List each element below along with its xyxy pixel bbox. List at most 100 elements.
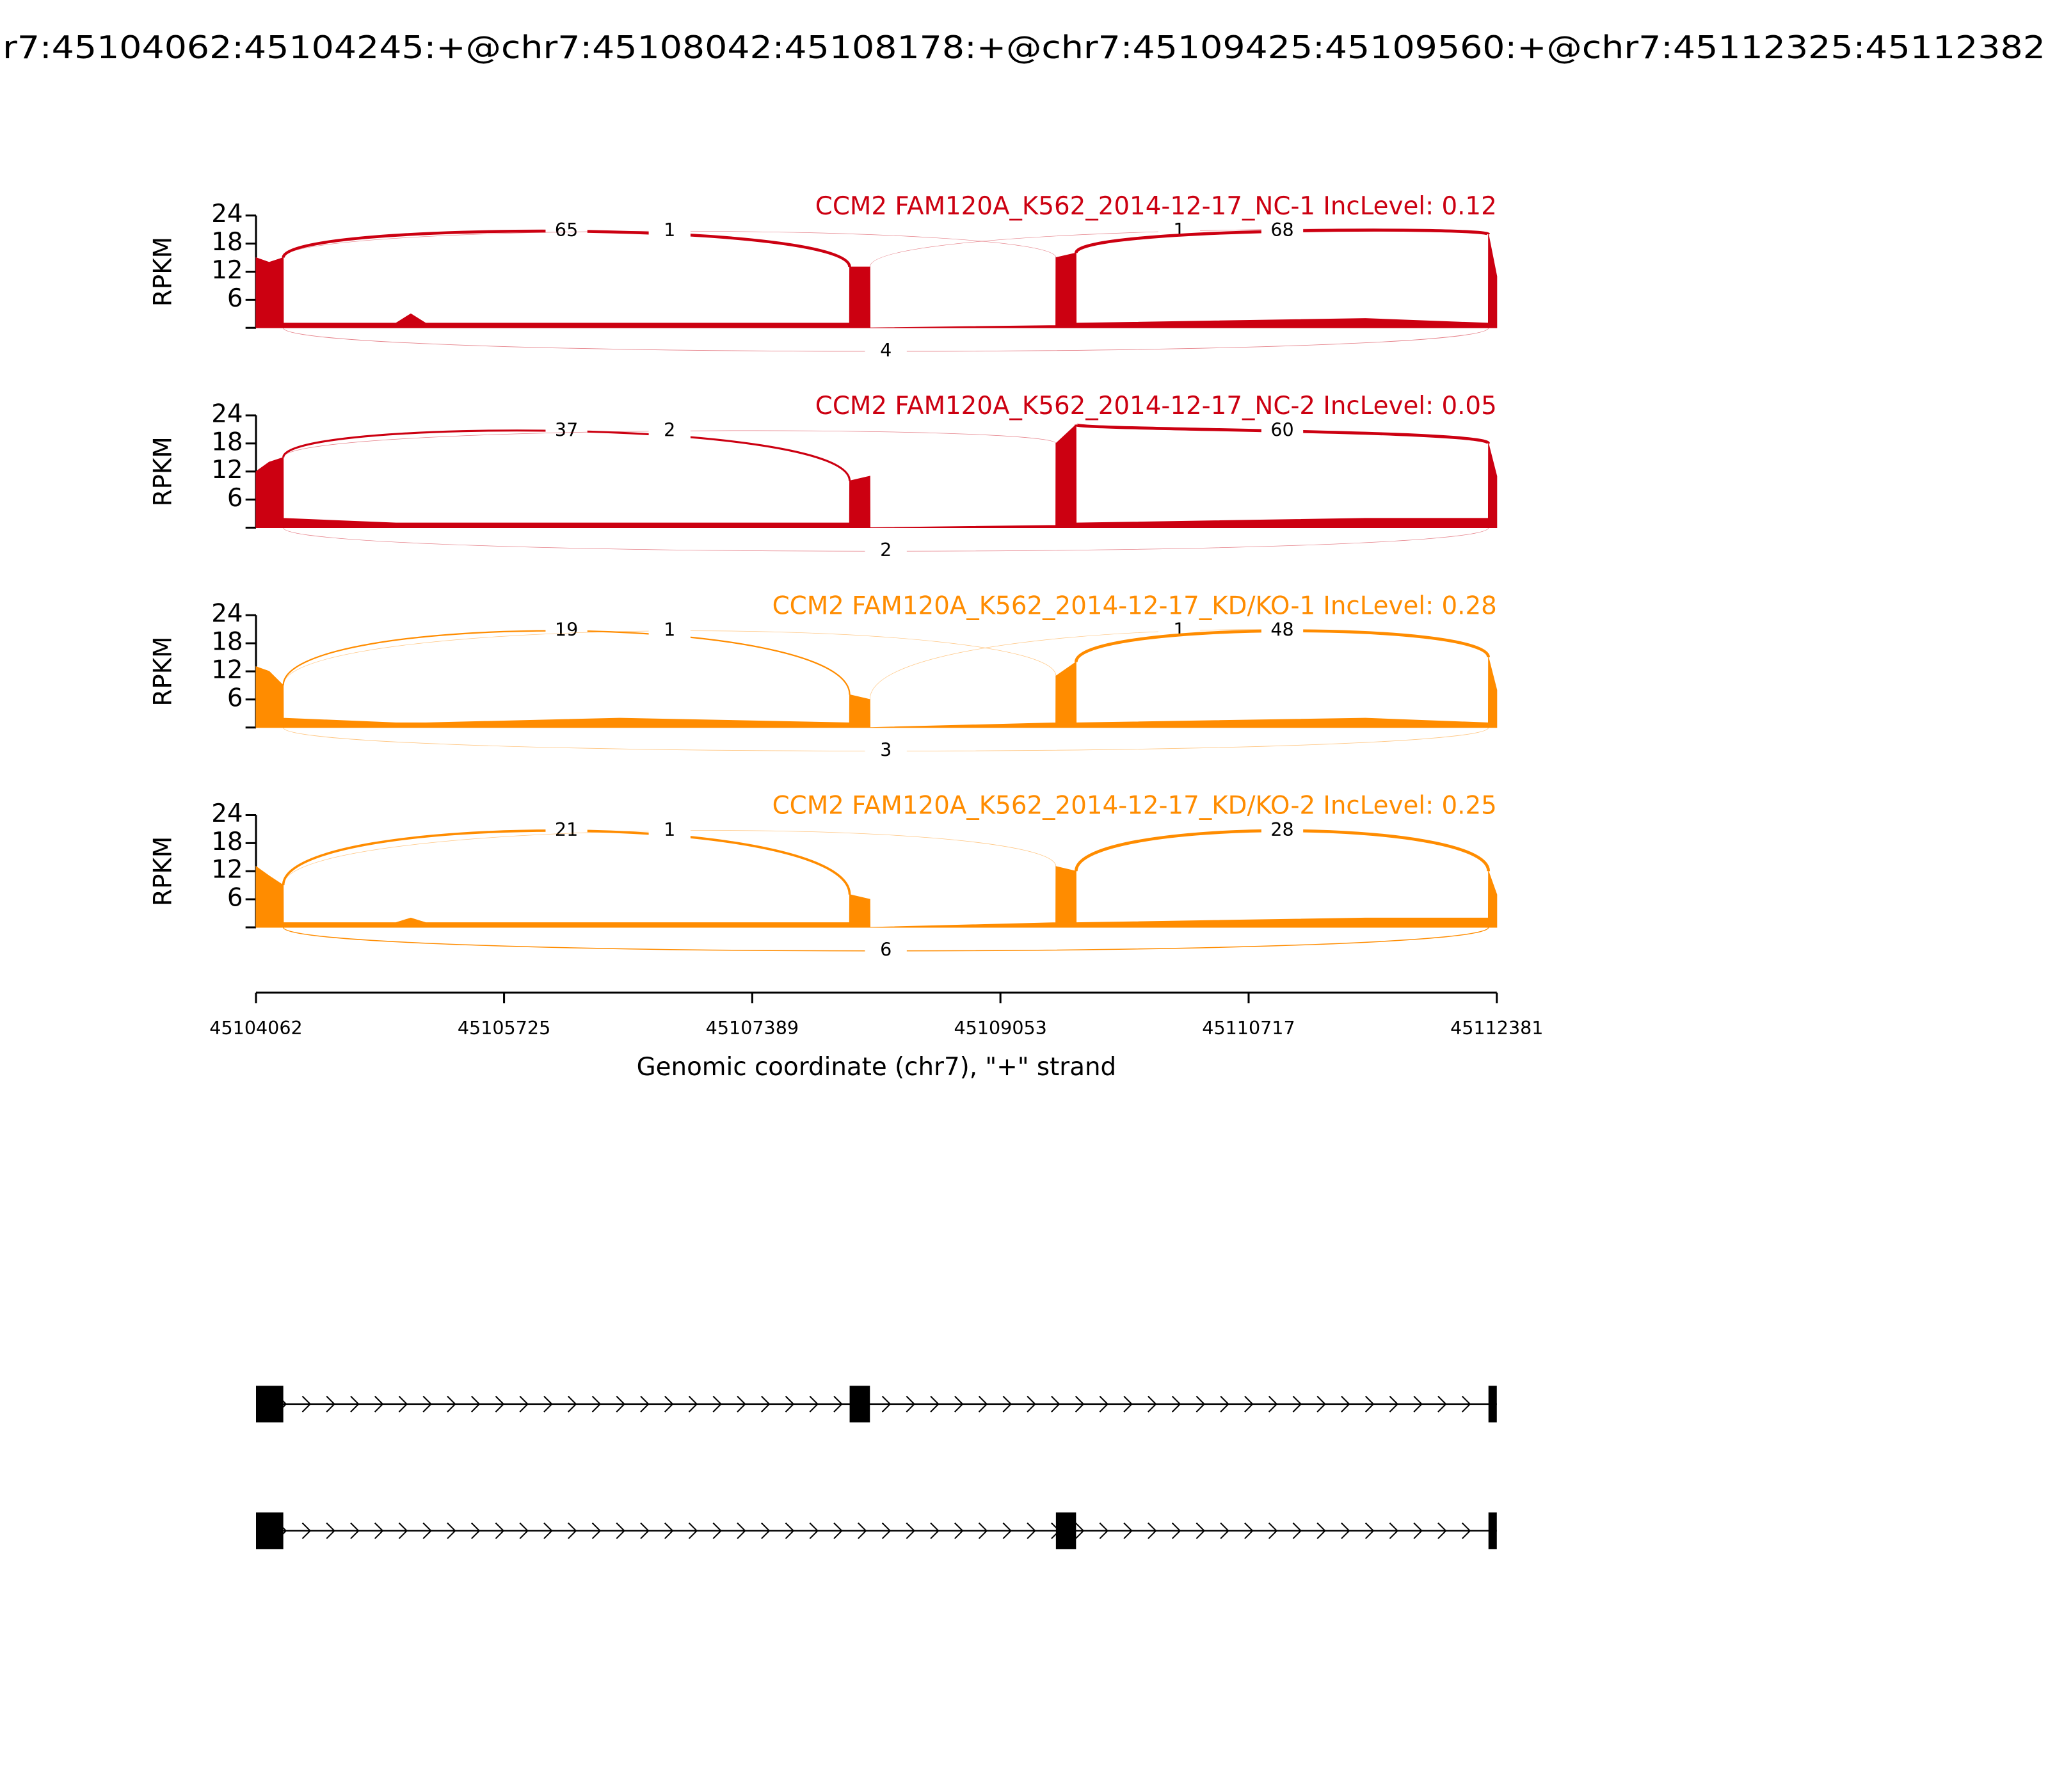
junction-label-bg [545,420,588,442]
strand-chevron [809,1395,819,1412]
strand-chevron [930,1522,940,1539]
strand-chevron [761,1395,771,1412]
strand-chevron [881,1395,892,1412]
strand-chevron [809,1522,819,1539]
exon [1488,1386,1497,1423]
panel-title: CCM2 FAM120A_K562_2014-12-17_NC-1 IncLev… [815,192,1497,221]
strand-chevron [471,1522,481,1539]
junction-label: 60 [1270,419,1293,440]
strand-chevron [978,1522,988,1539]
strand-chevron [1051,1395,1060,1412]
junction-label: 2 [880,539,892,561]
strand-chevron [374,1395,384,1412]
strand-chevron [954,1522,964,1539]
strand-chevron [1171,1395,1181,1412]
y-tick-label: 12 [211,456,243,484]
strand-chevron [688,1395,698,1412]
strand-chevron [591,1395,602,1412]
strand-chevron [1002,1395,1012,1412]
junction-label-bg [648,820,691,842]
strand-chevron [1292,1395,1302,1412]
strand-chevron [1437,1395,1447,1412]
strand-chevron [1171,1522,1181,1539]
strand-chevron [1220,1395,1229,1412]
coverage-area [255,865,1498,928]
junction-label-bg [1158,220,1201,242]
strand-chevron [568,1522,577,1539]
coverage-area [255,234,1498,328]
strand-chevron [422,1395,432,1412]
x-tick-label: 45105725 [458,1017,550,1039]
strand-chevron [1292,1522,1302,1539]
strand-chevron [712,1522,722,1539]
strand-chevron [543,1522,553,1539]
junction-label-bg [648,420,691,442]
y-tick-label: 6 [227,884,243,913]
junction-label: 1 [664,219,675,241]
strand-chevron [1220,1522,1229,1539]
junction-label-bg [545,820,588,842]
strand-chevron [422,1522,432,1539]
junction-label: 21 [555,819,578,840]
y-tick-label: 6 [227,484,243,513]
exon [1055,1512,1076,1549]
strand-chevron [688,1522,698,1539]
strand-chevron [1075,1522,1085,1539]
junction-label: 1 [664,819,675,840]
strand-chevron [1268,1395,1278,1412]
strand-chevron [1341,1522,1350,1539]
panel-title: CCM2 FAM120A_K562_2014-12-17_KD/KO-1 Inc… [772,591,1497,620]
strand-chevron [737,1522,746,1539]
junction-label: 68 [1270,219,1293,241]
y-axis-label: RPKM [149,436,178,506]
strand-chevron [1244,1395,1254,1412]
junction-label-bg [648,220,691,242]
strand-chevron [1123,1395,1133,1412]
strand-chevron [881,1522,892,1539]
strand-chevron [1316,1395,1326,1412]
junction-label-bg [865,740,907,762]
strand-chevron [1341,1395,1350,1412]
junction-label: 3 [880,739,892,760]
strand-chevron [1461,1395,1471,1412]
strand-chevron [1364,1395,1375,1412]
y-tick-label: 12 [211,655,243,684]
junction-label: 48 [1270,619,1293,641]
strand-chevron [1389,1522,1399,1539]
junction-label-bg [865,540,907,562]
strand-chevron [785,1395,795,1412]
strand-chevron [1413,1522,1423,1539]
strand-chevron [1002,1522,1012,1539]
strand-chevron [954,1395,964,1412]
strand-chevron [978,1395,988,1412]
x-tick-label: 45107389 [706,1017,799,1039]
strand-chevron [398,1395,408,1412]
strand-chevron [543,1395,553,1412]
x-tick-label: 45109053 [954,1017,1046,1039]
strand-chevron [1027,1522,1036,1539]
junction-label: 1 [664,619,675,641]
strand-chevron [1099,1395,1109,1412]
strand-chevron [761,1522,771,1539]
panel-title: CCM2 FAM120A_K562_2014-12-17_KD/KO-2 Inc… [772,792,1497,820]
x-axis-label: Genomic coordinate (chr7), "+" strand [637,1053,1117,1082]
strand-chevron [398,1522,408,1539]
strand-chevron [737,1395,746,1412]
junction-label-bg [545,620,588,642]
y-tick-label: 18 [211,628,243,657]
junction-label: 37 [555,419,578,440]
strand-chevron [568,1395,577,1412]
x-tick-label: 45112381 [1450,1017,1543,1039]
strand-chevron [833,1395,843,1412]
strand-chevron [350,1522,360,1539]
y-axis-label: RPKM [149,636,178,706]
strand-chevron [1244,1522,1254,1539]
x-tick-label: 45110717 [1202,1017,1295,1039]
strand-chevron [350,1395,360,1412]
y-axis-label: RPKM [149,237,178,307]
strand-chevron [1148,1395,1157,1412]
strand-chevron [326,1395,335,1412]
strand-chevron [906,1395,916,1412]
junction-label-bg [865,340,907,362]
